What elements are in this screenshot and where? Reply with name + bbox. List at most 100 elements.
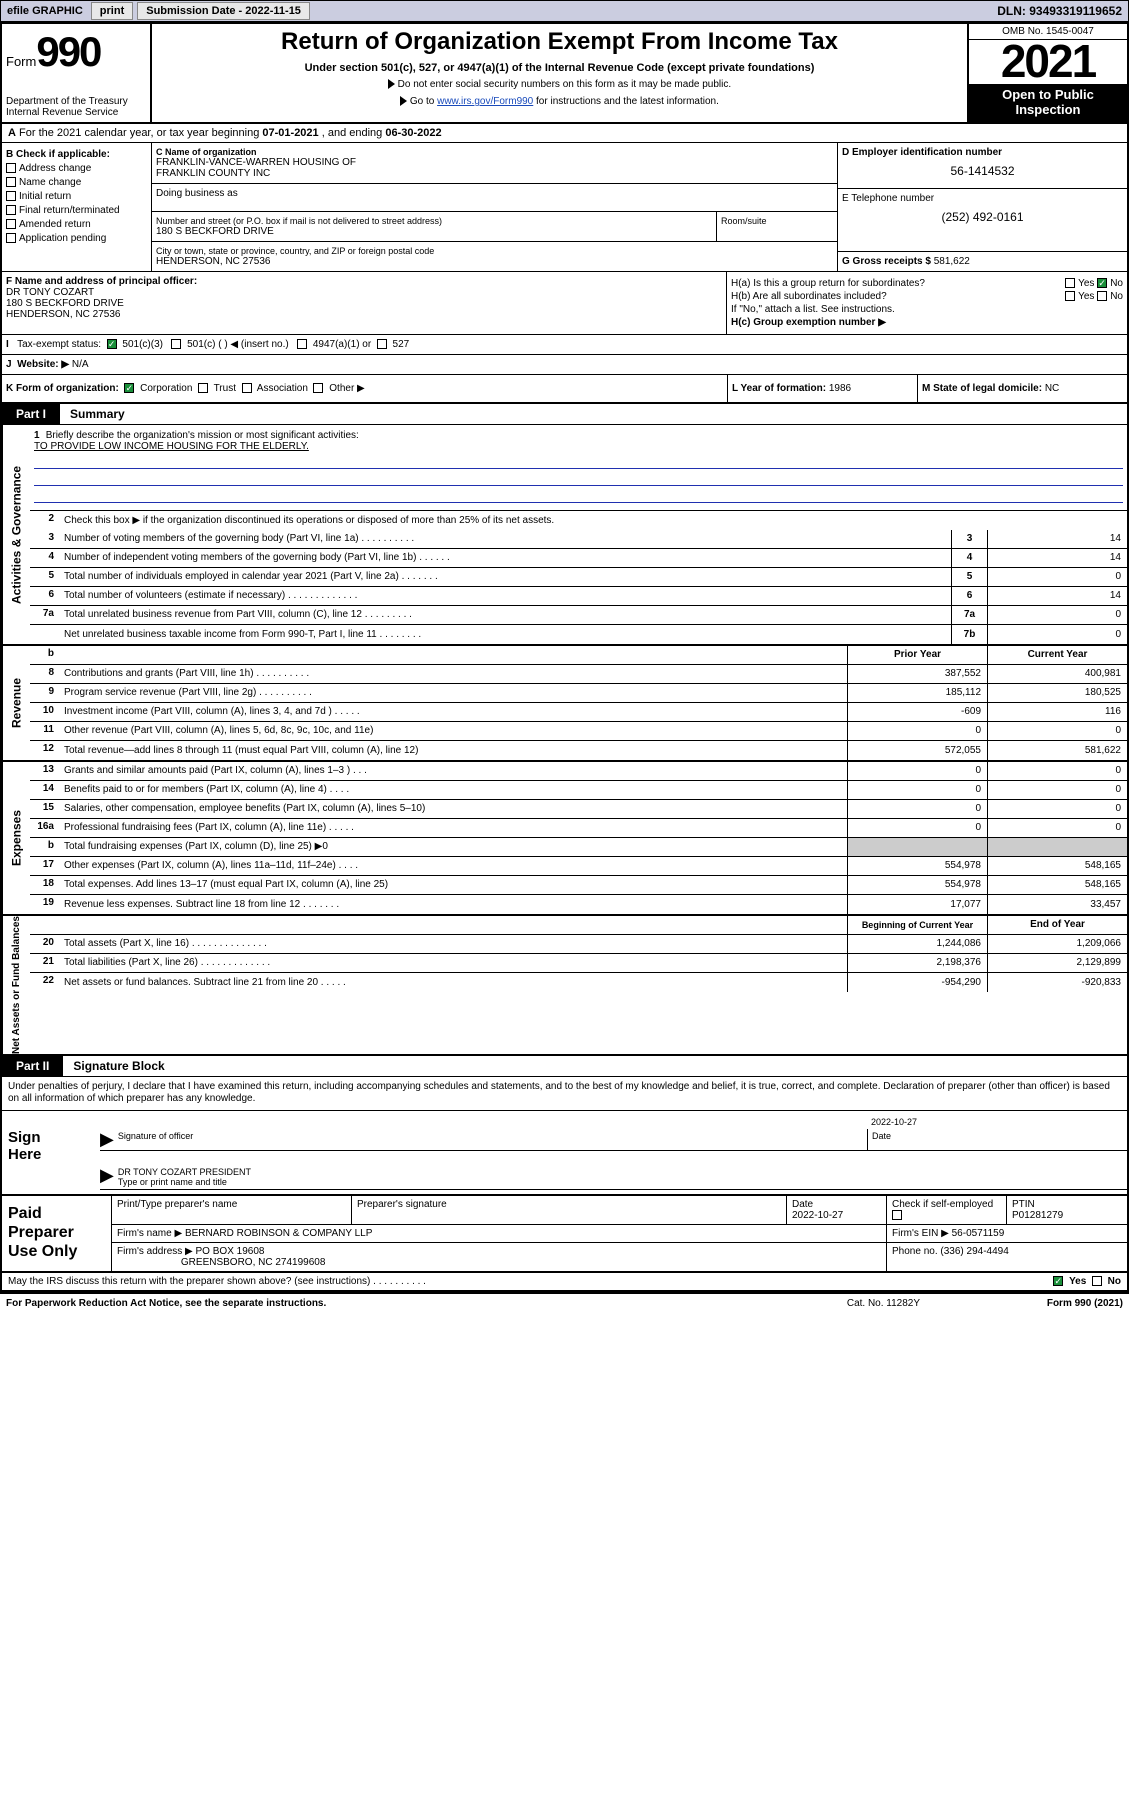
checkbox-icon[interactable]: [1053, 1276, 1063, 1286]
end-year-hdr: End of Year: [987, 916, 1127, 934]
line-num: b: [30, 838, 60, 856]
checkbox-icon[interactable]: [6, 163, 16, 173]
i-label: Tax-exempt status:: [17, 339, 101, 350]
m-val: NC: [1045, 383, 1059, 394]
line-text: Benefits paid to or for members (Part IX…: [60, 781, 847, 799]
line-num: 17: [30, 857, 60, 875]
checkbox-icon[interactable]: [6, 219, 16, 229]
topbar: efile GRAPHIC print Submission Date - 20…: [0, 0, 1129, 22]
line-num: 14: [30, 781, 60, 799]
gross-val: 581,622: [934, 256, 970, 267]
prior-val: -609: [847, 703, 987, 721]
checkbox-icon[interactable]: [6, 177, 16, 187]
form-num: 990: [36, 28, 100, 76]
checkbox-icon[interactable]: [1065, 291, 1075, 301]
table-row: 18Total expenses. Add lines 13–17 (must …: [30, 876, 1127, 895]
hc-label: H(c) Group exemption number ▶: [731, 317, 886, 328]
part-1-title: Summary: [60, 407, 125, 421]
checkbox-icon[interactable]: [6, 205, 16, 215]
line-text: Total number of volunteers (estimate if …: [60, 587, 951, 605]
curr-val: 33,457: [987, 895, 1127, 914]
line-num: 12: [30, 741, 60, 760]
dln-label: DLN: 93493319119652: [997, 4, 1128, 18]
print-button[interactable]: print: [91, 2, 133, 20]
efile-label: efile GRAPHIC: [1, 5, 89, 17]
ha-label: H(a) Is this a group return for subordin…: [731, 278, 1065, 289]
row-a-tax-year: A For the 2021 calendar year, or tax yea…: [2, 124, 1127, 143]
checkbox-icon[interactable]: [171, 339, 181, 349]
prior-val: 572,055: [847, 741, 987, 760]
checkbox-icon[interactable]: [1065, 278, 1075, 288]
line-text: Salaries, other compensation, employee b…: [60, 800, 847, 818]
line-num: 18: [30, 876, 60, 894]
name-box: C Name of organization FRANKLIN-VANCE-WA…: [152, 143, 837, 184]
briefly-describe: 1 Briefly describe the organization's mi…: [30, 425, 1127, 511]
checkbox-icon[interactable]: [1097, 291, 1107, 301]
prior-val: 387,552: [847, 665, 987, 683]
line-box: 4: [951, 549, 987, 567]
line-1-num: 1: [34, 430, 40, 441]
governance-body: 1 Briefly describe the organization's mi…: [30, 425, 1127, 644]
firm-ein-label: Firm's EIN ▶: [892, 1228, 949, 1239]
curr-val: 400,981: [987, 665, 1127, 683]
line-text: Contributions and grants (Part VIII, lin…: [60, 665, 847, 683]
form990-link[interactable]: www.irs.gov/Form990: [437, 96, 533, 107]
prior-val: 0: [847, 762, 987, 780]
checkbox-icon[interactable]: [242, 383, 252, 393]
checkbox-icon[interactable]: [6, 191, 16, 201]
checkbox-icon[interactable]: [313, 383, 323, 393]
hdr-b: b: [30, 646, 60, 664]
line-num: [30, 625, 60, 644]
checkbox-icon[interactable]: [198, 383, 208, 393]
line-text: Other expenses (Part IX, column (A), lin…: [60, 857, 847, 875]
prep-date-hdr: Date: [792, 1199, 813, 1210]
form-word: Form: [6, 54, 36, 69]
prior-val: 17,077: [847, 895, 987, 914]
checkbox-icon[interactable]: [892, 1210, 902, 1220]
discuss-text: May the IRS discuss this return with the…: [8, 1276, 1053, 1287]
subtitle-2: Do not enter social security numbers on …: [388, 79, 731, 90]
checkbox-icon[interactable]: [1092, 1276, 1102, 1286]
hb2-label: If "No," attach a list. See instructions…: [731, 304, 1123, 315]
chk-initial-return: Initial return: [6, 191, 147, 203]
prior-val: 1,244,086: [847, 935, 987, 953]
line-text: Professional fundraising fees (Part IX, …: [60, 819, 847, 837]
checkbox-icon[interactable]: [377, 339, 387, 349]
checkbox-icon[interactable]: [6, 233, 16, 243]
line-text: Net assets or fund balances. Subtract li…: [60, 973, 847, 992]
netassets-body: Beginning of Current Year End of Year 20…: [30, 916, 1127, 1054]
line-box: 6: [951, 587, 987, 605]
ein-box: D Employer identification number 56-1414…: [838, 143, 1127, 189]
checkbox-icon[interactable]: [124, 383, 134, 393]
line-text: Net unrelated business taxable income fr…: [60, 625, 951, 644]
checkbox-icon[interactable]: [1097, 278, 1107, 288]
checkbox-icon[interactable]: [107, 339, 117, 349]
room-label: Room/suite: [721, 216, 833, 226]
line-num: 13: [30, 762, 60, 780]
line-num: 21: [30, 954, 60, 972]
dba-label: Doing business as: [156, 188, 238, 199]
prior-val: 2,198,376: [847, 954, 987, 972]
open-to-public: Open to Public Inspection: [969, 84, 1127, 122]
gov-line-5: 5Total number of individuals employed in…: [30, 568, 1127, 587]
firm-name: BERNARD ROBINSON & COMPANY LLP: [185, 1228, 372, 1239]
form-number-block: Form 990: [6, 28, 146, 76]
gov-line-4: 4Number of independent voting members of…: [30, 549, 1127, 568]
line-text: Total number of individuals employed in …: [60, 568, 951, 586]
line-num: 10: [30, 703, 60, 721]
gov-line-7a: 7aTotal unrelated business revenue from …: [30, 606, 1127, 625]
curr-val: 0: [987, 781, 1127, 799]
checkbox-icon[interactable]: [297, 339, 307, 349]
tel-label: E Telephone number: [842, 193, 1123, 204]
sign-here-label: Sign Here: [2, 1111, 82, 1194]
group-return-box: H(a) Is this a group return for subordin…: [727, 272, 1127, 334]
line-1-ans: TO PROVIDE LOW INCOME HOUSING FOR THE EL…: [34, 441, 1123, 452]
prior-val: 0: [847, 800, 987, 818]
sign-fields: 2022-10-27 ▶ Signature of officer Date ▶…: [82, 1111, 1127, 1194]
date-label: Date: [867, 1129, 1127, 1150]
dba-box: Doing business as: [152, 184, 837, 212]
submission-date-button[interactable]: Submission Date - 2022-11-15: [137, 2, 310, 20]
officer-name: DR TONY COZART: [6, 287, 722, 298]
netassets-section: Net Assets or Fund Balances Beginning of…: [2, 916, 1127, 1056]
row-j: J Website: ▶ N/A: [2, 355, 1127, 375]
